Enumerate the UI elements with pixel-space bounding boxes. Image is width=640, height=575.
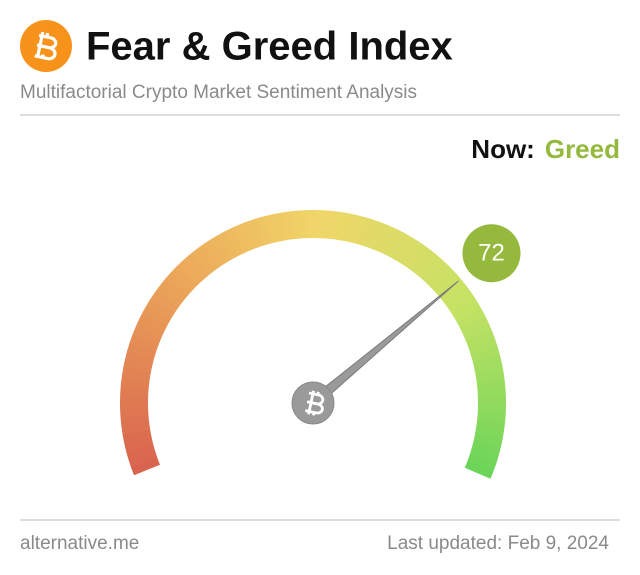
gauge-arc	[448, 293, 477, 316]
gauge-arc	[476, 379, 506, 391]
gauge-arc	[350, 214, 365, 245]
gauge-arc	[138, 312, 168, 333]
gauge-arc	[465, 330, 496, 349]
gauge-arc	[335, 211, 349, 241]
gauge-arc	[396, 236, 419, 265]
gauge-arc	[210, 234, 233, 264]
gauge-arc	[383, 228, 404, 258]
title: Fear & Greed Index	[86, 25, 453, 69]
gauge-arc	[357, 217, 374, 247]
gauge-arc	[272, 212, 287, 242]
gauge-arc	[155, 283, 184, 308]
gauge-arc	[166, 271, 193, 296]
gauge-arc	[264, 214, 280, 244]
gauge-arc	[183, 253, 209, 281]
gauge-arc	[476, 418, 506, 431]
logo	[20, 20, 72, 72]
gauge-arc	[146, 297, 175, 320]
gauge-arc	[430, 267, 457, 293]
gauge-arc	[151, 290, 179, 314]
gauge-arc	[468, 338, 498, 356]
gauge-arc	[121, 367, 151, 381]
gauge-arc	[128, 450, 158, 468]
gauge-arc	[124, 351, 155, 366]
gauge-arc	[240, 220, 259, 251]
subtitle: Multifactorial Crypto Market Sentiment A…	[20, 82, 417, 103]
gauge-arc	[408, 245, 433, 274]
gauge-arc	[121, 422, 151, 435]
gauge-arc	[160, 277, 188, 302]
gauge-arc	[127, 342, 157, 359]
gauge-arc	[232, 223, 252, 253]
gauge-arc	[132, 327, 162, 346]
gauge-arc	[390, 232, 412, 262]
gauge-arc	[377, 225, 397, 255]
gauge-arc	[474, 362, 504, 377]
gauge-arc	[452, 300, 482, 323]
gauge-arc	[475, 425, 505, 439]
gauge-arc	[120, 415, 150, 427]
gauge-arc	[120, 375, 150, 388]
gauge-arc	[473, 432, 503, 447]
gauge-arc	[402, 241, 426, 269]
gauge-arc	[414, 250, 439, 278]
gauge-arc	[129, 335, 159, 353]
status: Greed	[545, 134, 620, 164]
gauge-arc	[342, 213, 357, 243]
gauge-arc	[203, 239, 226, 268]
gauge-arc	[122, 429, 152, 444]
gauge-arc	[321, 210, 332, 239]
gauge-arc	[420, 256, 445, 283]
gauge-arc	[248, 218, 266, 248]
gauge-arc	[328, 210, 341, 240]
gauge-arc	[477, 411, 506, 422]
gauge-arc	[444, 286, 473, 310]
gauge-arc	[425, 261, 451, 288]
gauge-arc	[190, 248, 215, 276]
gauge-arc	[177, 259, 203, 286]
gauge-arc	[171, 265, 198, 291]
gauge-arc	[256, 216, 273, 246]
hub-logo	[304, 390, 325, 416]
gauge-arc	[130, 457, 161, 476]
gauge-arc	[440, 280, 468, 305]
gauge-arc	[475, 371, 505, 384]
gauge-arc	[225, 227, 245, 257]
gauge-arc	[370, 222, 389, 252]
gauge-arc	[467, 453, 497, 471]
gauge-arc	[281, 211, 294, 241]
gauge-arc	[135, 319, 165, 339]
updated: Last updated: Feb 9, 2024	[387, 533, 609, 554]
now-label: Now:	[471, 134, 535, 164]
source: alternative.me	[20, 533, 139, 554]
gauge-arc	[217, 230, 239, 260]
gauge-arc	[363, 219, 381, 249]
gauge-arc	[469, 447, 499, 464]
gauge-arc	[470, 346, 500, 363]
gauge-arc	[472, 354, 502, 370]
value-label: 72	[478, 240, 505, 267]
gauge-arc	[471, 440, 502, 455]
gauge-arc	[456, 307, 486, 329]
gauge-arc	[123, 359, 153, 374]
gauge-arc	[289, 210, 301, 240]
needle	[309, 280, 459, 408]
gauge-arc	[142, 304, 172, 326]
gauge-arc	[464, 460, 494, 479]
gauge-arc	[124, 436, 154, 452]
gauge: 72	[120, 210, 521, 479]
gauge-arc	[120, 384, 149, 395]
gauge-arc	[126, 443, 156, 460]
gauge-arc	[459, 315, 489, 335]
gauge-arc	[463, 322, 493, 342]
gauge-arc	[196, 243, 220, 272]
value-badge	[462, 224, 521, 283]
